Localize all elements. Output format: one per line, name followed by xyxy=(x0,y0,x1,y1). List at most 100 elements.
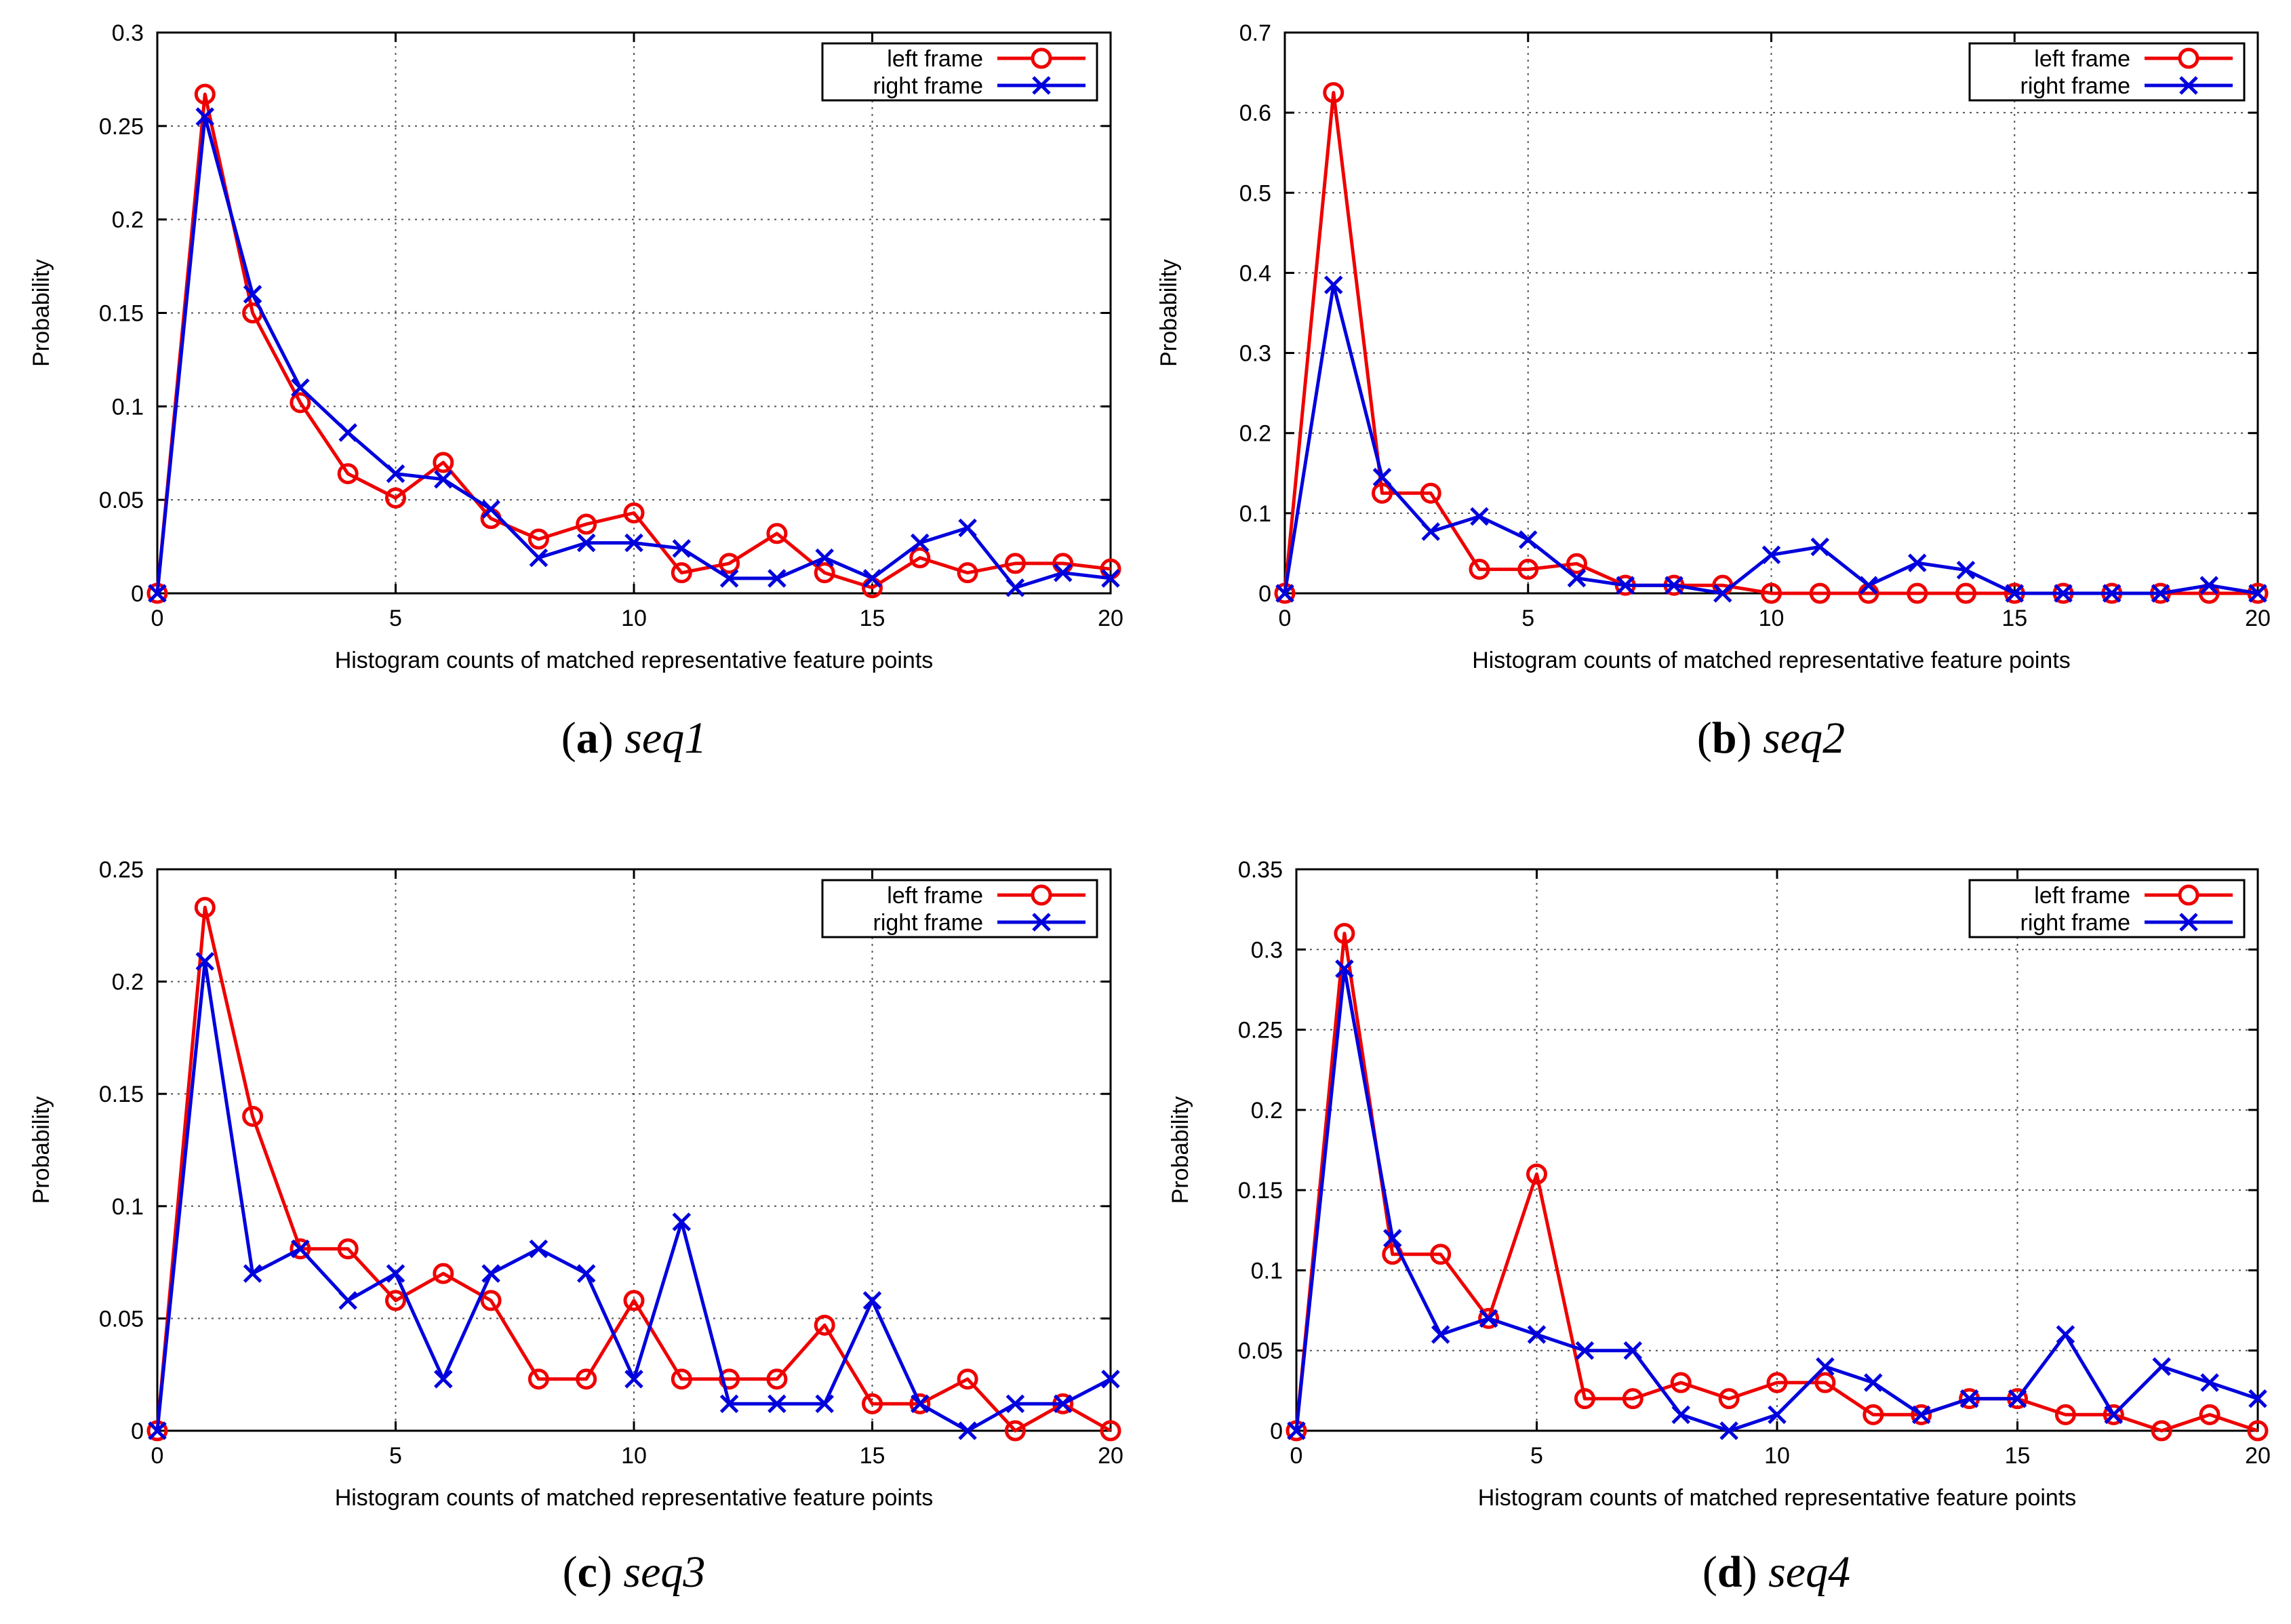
right-frame-point xyxy=(1053,563,1073,582)
right-frame-point xyxy=(1518,530,1538,549)
right-frame-point xyxy=(1567,568,1587,588)
left-frame-point xyxy=(576,1368,597,1390)
left-frame-point xyxy=(814,562,835,584)
right-frame-point xyxy=(2056,1325,2075,1344)
legend-label-left-frame: left frame xyxy=(2034,46,2130,72)
left-frame-point xyxy=(385,487,406,509)
left-frame-point xyxy=(480,1290,502,1311)
y-tick-label: 0.6 xyxy=(1239,100,1271,126)
y-tick-label: 0.2 xyxy=(1239,421,1271,447)
legend-label-right-frame: right frame xyxy=(2020,73,2131,99)
right-frame-point xyxy=(1959,1389,1979,1408)
legend-label-right-frame: right frame xyxy=(873,910,984,936)
y-axis-label: Probability xyxy=(28,259,54,367)
right-frame-point xyxy=(1956,560,1976,580)
right-frame-point xyxy=(2054,584,2073,603)
left-frame-point xyxy=(671,1368,692,1390)
right-frame-point xyxy=(2151,584,2170,603)
right-frame-point xyxy=(958,518,977,538)
right-frame-point xyxy=(672,539,692,558)
left-frame-point xyxy=(1622,1388,1643,1410)
left-frame-point xyxy=(957,562,978,584)
right-frame-point xyxy=(576,533,596,553)
legend-label-left-frame: left frame xyxy=(2034,883,2130,909)
y-axis-label: Probability xyxy=(1168,1096,1193,1204)
left-frame-point xyxy=(1372,482,1393,504)
left-frame-point xyxy=(1809,582,1831,604)
left-frame-point xyxy=(623,502,645,523)
x-tick-label: 20 xyxy=(2245,1443,2271,1469)
left-frame-point xyxy=(194,83,216,105)
right-frame-point xyxy=(148,584,167,603)
y-tick-label: 0 xyxy=(1270,1419,1283,1444)
x-tick-label: 15 xyxy=(860,1443,885,1469)
left-frame-point xyxy=(1478,1307,1500,1329)
legend-label-right-frame: right frame xyxy=(2020,910,2131,936)
right-frame-point xyxy=(1101,569,1120,588)
x-tick-label: 10 xyxy=(621,1443,647,1469)
panel-caption: (a) seq1 xyxy=(561,713,706,763)
right-frame-point xyxy=(243,285,262,304)
right-frame-point xyxy=(1287,1421,1306,1440)
x-tick-label: 10 xyxy=(1759,606,1785,631)
right-frame-point xyxy=(1335,959,1354,978)
right-frame-series-line xyxy=(1294,967,2258,1433)
y-tick-label: 0 xyxy=(131,1419,144,1444)
left-frame-point xyxy=(1907,582,1928,604)
legend-label-left-frame: left frame xyxy=(887,46,983,72)
right-frame-point xyxy=(862,1291,882,1310)
y-tick-label: 0.7 xyxy=(1239,20,1271,46)
right-frame-point xyxy=(576,1264,596,1283)
right-frame-point xyxy=(386,1264,405,1283)
left-frame-point xyxy=(2054,1404,2076,1425)
left-frame-point xyxy=(1420,482,1441,504)
chart-panel-seq3: 0 5 10 15 20 0 0.05 0.1 0.15 0.2 0.25 Histogram cou… xyxy=(28,857,1123,1597)
left-frame-point xyxy=(957,1368,978,1390)
x-tick-label: 5 xyxy=(1530,1443,1543,1469)
right-frame-point xyxy=(1323,275,1343,294)
legend-box xyxy=(821,42,1098,102)
right-frame-point xyxy=(338,1291,357,1310)
right-frame-point xyxy=(1768,1405,1787,1425)
left-frame-point xyxy=(1517,559,1539,580)
panel-caption: (c) seq3 xyxy=(563,1547,706,1597)
y-tick-label: 0.25 xyxy=(99,114,144,140)
right-frame-point xyxy=(624,533,643,553)
left-frame-series-line xyxy=(155,92,1111,594)
legend-marker-left-frame xyxy=(1031,884,1052,906)
x-tick-label: 0 xyxy=(1279,606,1292,631)
right-frame-point xyxy=(1713,584,1732,603)
y-tick-label: 0.35 xyxy=(1238,857,1283,883)
left-frame-series-line xyxy=(155,905,1112,1433)
right-frame-point xyxy=(1719,1421,1738,1440)
left-frame-point xyxy=(385,1290,406,1311)
right-frame-point xyxy=(768,1394,786,1414)
y-tick-label: 0.15 xyxy=(1238,1178,1283,1204)
chart-panel-seq2: 0 5 10 15 20 0 0.1 0.2 0.3 0.4 0.5 0.6 0.7 Histogram … xyxy=(1156,20,2271,763)
right-frame-point xyxy=(2200,1373,2219,1392)
legend-box xyxy=(1968,879,2246,938)
right-frame-point xyxy=(862,569,882,588)
legend-label-right-frame: right frame xyxy=(873,73,984,99)
right-frame-point xyxy=(2102,584,2121,603)
right-frame-point xyxy=(148,1421,167,1440)
y-tick-label: 0.05 xyxy=(99,1306,144,1332)
left-frame-point xyxy=(1761,582,1782,604)
legend-marker-left-frame xyxy=(2178,47,2199,69)
right-frame-point xyxy=(2008,1389,2027,1408)
left-frame-point xyxy=(671,562,692,584)
right-frame-point xyxy=(1907,553,1927,572)
left-frame-point xyxy=(909,1393,931,1414)
right-frame-point xyxy=(1005,1394,1025,1414)
y-tick-label: 0.05 xyxy=(99,488,144,513)
right-frame-point xyxy=(1671,1405,1690,1425)
left-frame-point xyxy=(1911,1404,1932,1425)
right-frame-point xyxy=(1383,1229,1402,1248)
right-frame-point xyxy=(1859,576,1878,595)
left-frame-point xyxy=(242,1105,264,1127)
right-frame-point xyxy=(1005,578,1025,597)
y-axis-label: Probability xyxy=(1156,259,1182,367)
legend-marker-left-frame xyxy=(2178,884,2199,906)
left-frame-point xyxy=(527,528,549,550)
x-tick-label: 10 xyxy=(1764,1443,1790,1469)
